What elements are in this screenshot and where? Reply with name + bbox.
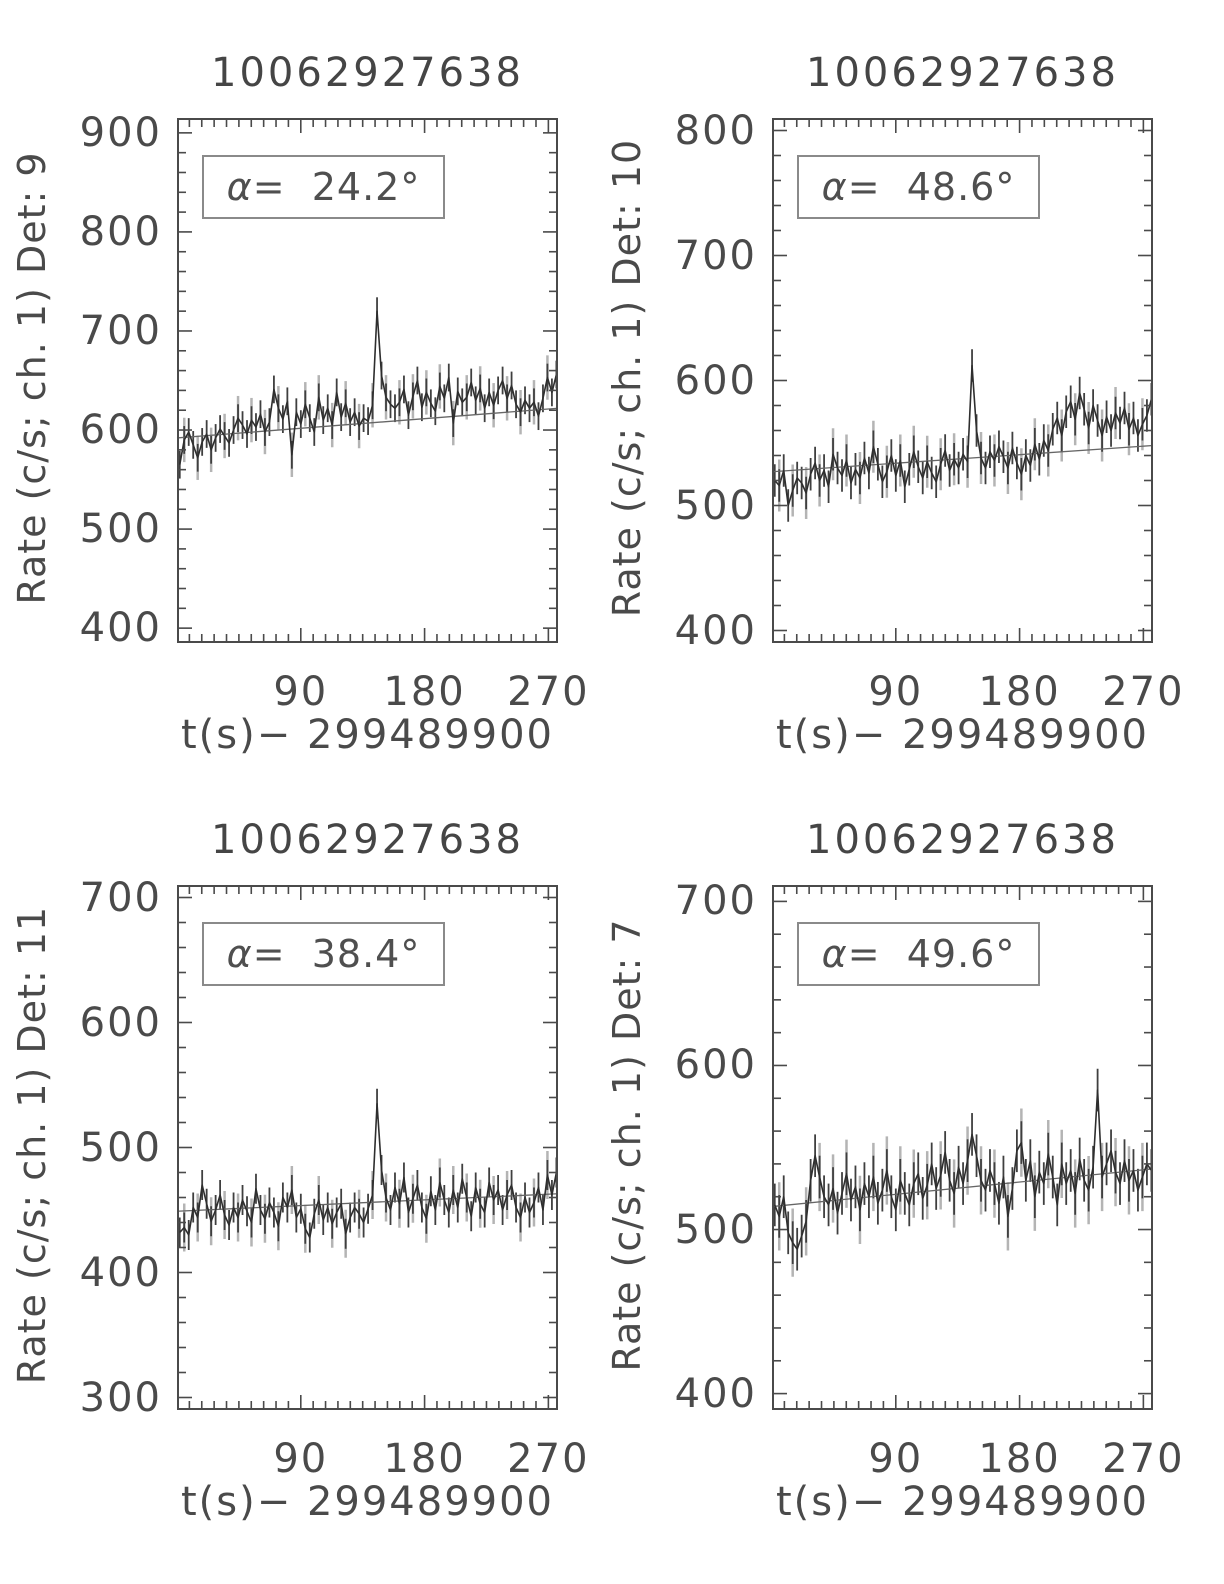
x-axis-label-det10: t(s)− 299489900 <box>775 712 1149 758</box>
x-tick-label: 90 <box>868 669 924 715</box>
y-tick-label: 500 <box>79 1124 162 1171</box>
x-tick-label: 180 <box>978 1436 1061 1482</box>
x-tick-label: 270 <box>507 1436 590 1482</box>
y-tick-label: 600 <box>674 357 757 404</box>
y-tick-label: 600 <box>79 407 162 454</box>
plot-title-det11: 10062927638 <box>211 817 524 863</box>
plot-title-det10: 10062927638 <box>806 50 1119 96</box>
alpha-value-det10: α= 48.6° <box>821 165 1016 209</box>
y-axis-label-det7: Rate (c/s; ch. 1) Det: 7 <box>605 918 649 1372</box>
alpha-annotation-det10: α= 48.6° <box>797 155 1040 219</box>
alpha-value-det7: α= 49.6° <box>821 932 1016 976</box>
y-tick-label: 500 <box>674 482 757 529</box>
plot-area-det7 <box>771 885 1154 1410</box>
x-tick-label: 180 <box>383 669 466 715</box>
plot-title-det7: 10062927638 <box>806 817 1119 863</box>
alpha-annotation-det11: α= 38.4° <box>202 922 445 986</box>
plot-title-det9: 10062927638 <box>211 50 524 96</box>
y-tick-label: 700 <box>79 874 162 921</box>
y-tick-label: 800 <box>79 208 162 255</box>
plot-area-det10 <box>771 118 1154 643</box>
plot-area-det11 <box>176 885 559 1410</box>
y-tick-label: 400 <box>674 1370 757 1417</box>
x-tick-label: 180 <box>978 669 1061 715</box>
x-axis-label-det11: t(s)− 299489900 <box>180 1479 554 1525</box>
alpha-annotation-det9: α= 24.2° <box>202 155 445 219</box>
y-axis-label-det9: Rate (c/s; ch. 1) Det: 9 <box>10 151 54 605</box>
x-tick-label: 270 <box>1102 1436 1185 1482</box>
y-tick-label: 400 <box>79 605 162 652</box>
x-tick-label: 270 <box>507 669 590 715</box>
x-tick-label: 180 <box>383 1436 466 1482</box>
x-tick-label: 270 <box>1102 669 1185 715</box>
x-axis-label-det9: t(s)− 299489900 <box>180 712 554 758</box>
y-tick-label: 400 <box>674 607 757 654</box>
y-tick-label: 800 <box>674 107 757 154</box>
y-tick-label: 300 <box>79 1374 162 1421</box>
y-tick-label: 500 <box>674 1206 757 1253</box>
y-tick-label: 400 <box>79 1249 162 1296</box>
x-tick-label: 90 <box>868 1436 924 1482</box>
alpha-annotation-det7: α= 49.6° <box>797 922 1040 986</box>
y-tick-label: 900 <box>79 109 162 156</box>
alpha-value-det9: α= 24.2° <box>226 165 421 209</box>
y-tick-label: 700 <box>674 232 757 279</box>
y-tick-label: 700 <box>79 307 162 354</box>
x-axis-label-det7: t(s)− 299489900 <box>775 1479 1149 1525</box>
x-tick-label: 90 <box>273 1436 329 1482</box>
plot-area-det9 <box>176 118 559 643</box>
y-tick-label: 600 <box>79 999 162 1046</box>
alpha-value-det11: α= 38.4° <box>226 932 421 976</box>
y-tick-label: 600 <box>674 1042 757 1089</box>
y-tick-label: 500 <box>79 506 162 553</box>
y-tick-label: 700 <box>674 878 757 925</box>
x-tick-label: 90 <box>273 669 329 715</box>
